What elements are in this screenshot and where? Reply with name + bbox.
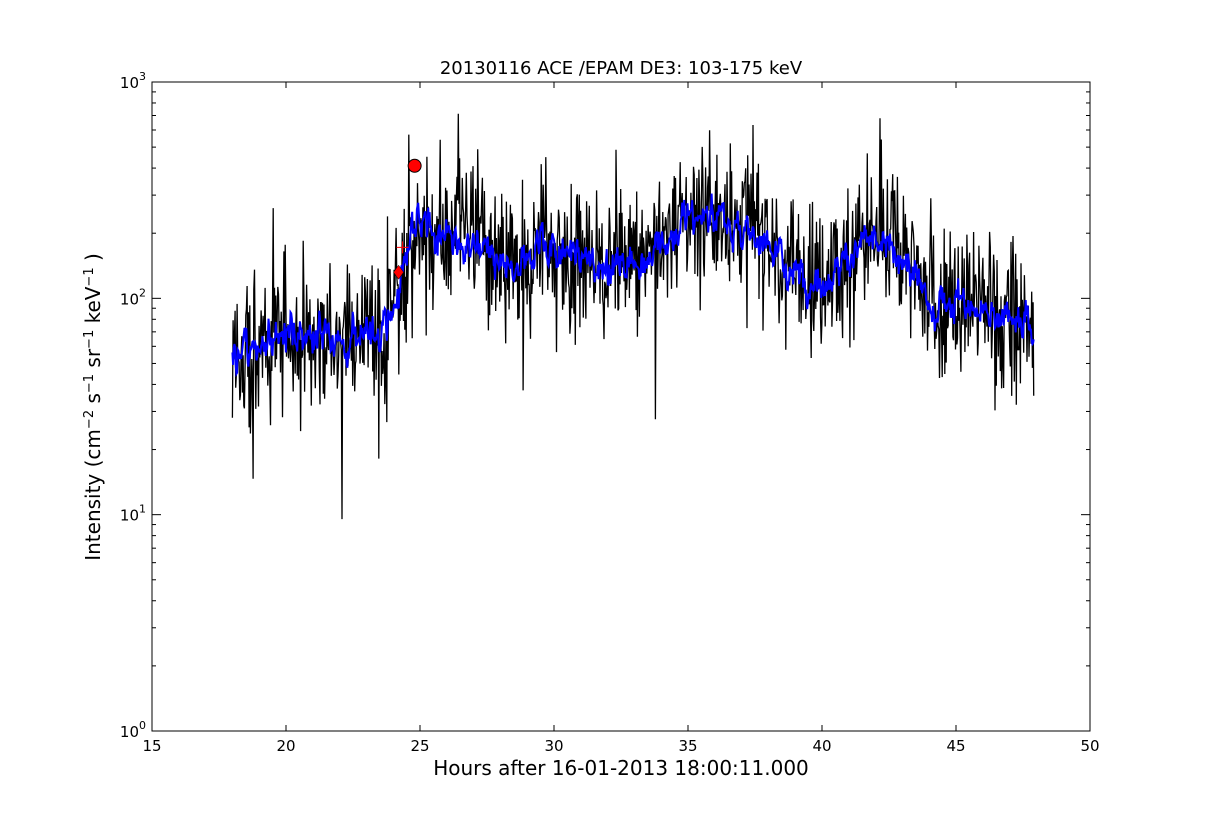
chart-title: 20130116 ACE /EPAM DE3: 103-175 keV (440, 58, 803, 79)
series-layer (231, 113, 1035, 520)
y-axis-label-part-7: −1 (82, 267, 97, 286)
y-axis-label-part-0: Intensity (cm (81, 429, 105, 561)
marker-layer (393, 158, 422, 280)
y-axis-label-part-3: −1 (82, 374, 97, 393)
y-axis-label-part-5: −1 (82, 330, 97, 349)
y-axis-label-part-1: −2 (82, 410, 97, 429)
x-tick-label: 45 (946, 737, 965, 755)
series-line-raw (231, 113, 1035, 520)
plot-area (151, 81, 1091, 732)
y-axis-label: Intensity (cm−2 s−1 sr−1 keV−1 ) (81, 253, 105, 561)
y-tick-label: 101 (120, 503, 146, 525)
onset-marker (393, 264, 404, 280)
x-tick-label: 35 (678, 737, 697, 755)
y-axis: 100 101 102 103 (120, 70, 1090, 741)
y-axis-label-part-6: keV (81, 286, 105, 330)
y-axis-label-part-4: sr (81, 348, 105, 374)
x-tick-label: 20 (276, 737, 295, 755)
x-tick-label: 30 (544, 737, 563, 755)
y-tick-label: 102 (120, 286, 146, 308)
x-tick-label: 25 (410, 737, 429, 755)
x-tick-label: 15 (142, 737, 161, 755)
y-tick-label: 103 (120, 70, 146, 92)
x-axis-label: Hours after 16-01-2013 18:00:11.000 (433, 756, 809, 780)
x-tick-label: 40 (812, 737, 831, 755)
x-tick-label: 50 (1080, 737, 1099, 755)
y-axis-label-part-2: s (81, 393, 105, 410)
series-line-smoothed (231, 193, 1035, 378)
plot-frame (151, 81, 1091, 732)
y-tick-label: 100 (120, 719, 146, 741)
x-axis: 15 20 25 30 35 40 45 50 (142, 82, 1100, 755)
y-axis-label-part-8: ) (81, 253, 105, 267)
peak-marker (407, 158, 422, 173)
plus-marker (396, 241, 409, 254)
